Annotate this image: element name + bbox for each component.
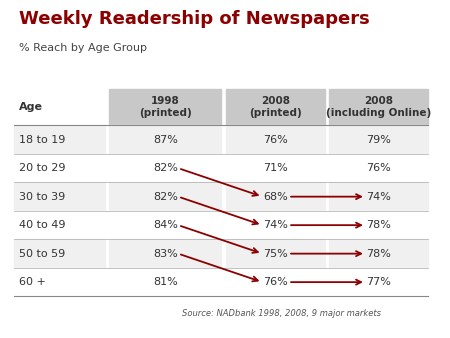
Text: 83%: 83% (153, 249, 178, 259)
Bar (329, 211, 428, 239)
Text: 40 to 49: 40 to 49 (18, 220, 65, 230)
Text: 2008
(including Online): 2008 (including Online) (326, 96, 432, 118)
Text: 76%: 76% (263, 135, 288, 145)
Text: 2008
(printed): 2008 (printed) (249, 96, 302, 118)
Text: 20 to 29: 20 to 29 (18, 163, 65, 173)
Bar (225, 89, 325, 125)
Text: 76%: 76% (263, 277, 288, 287)
Bar (14, 268, 105, 296)
Bar (225, 154, 325, 183)
Bar (14, 239, 105, 268)
Bar (225, 239, 325, 268)
Text: 77%: 77% (366, 277, 391, 287)
Bar (329, 183, 428, 211)
Text: Source: NADbank 1998, 2008, 9 major markets: Source: NADbank 1998, 2008, 9 major mark… (182, 309, 381, 318)
Bar (14, 125, 105, 154)
Bar (329, 125, 428, 154)
Text: 76%: 76% (366, 163, 391, 173)
Text: 60 +: 60 + (18, 277, 45, 287)
Bar (109, 211, 221, 239)
Bar (329, 268, 428, 296)
Bar (109, 89, 221, 125)
Bar (225, 183, 325, 211)
Bar (329, 239, 428, 268)
Bar (329, 89, 428, 125)
Text: 79%: 79% (366, 135, 391, 145)
Bar (109, 239, 221, 268)
Text: 82%: 82% (153, 163, 178, 173)
Bar (225, 268, 325, 296)
Bar (225, 125, 325, 154)
Bar (109, 183, 221, 211)
Text: 74%: 74% (263, 220, 288, 230)
Bar (14, 154, 105, 183)
Text: Weekly Readership of Newspapers: Weekly Readership of Newspapers (18, 10, 369, 28)
Bar (14, 183, 105, 211)
Text: 50 to 59: 50 to 59 (18, 249, 65, 259)
Text: % Reach by Age Group: % Reach by Age Group (18, 43, 147, 53)
Bar (329, 154, 428, 183)
Text: 1998
(printed): 1998 (printed) (139, 96, 192, 118)
Text: 30 to 39: 30 to 39 (18, 192, 65, 202)
Text: 81%: 81% (153, 277, 178, 287)
Text: 74%: 74% (366, 192, 391, 202)
Text: 75%: 75% (263, 249, 288, 259)
Text: 87%: 87% (153, 135, 178, 145)
Text: 78%: 78% (366, 220, 391, 230)
Text: Age: Age (18, 102, 43, 112)
Bar (109, 154, 221, 183)
Text: 78%: 78% (366, 249, 391, 259)
Bar (109, 268, 221, 296)
Bar (109, 125, 221, 154)
Text: 71%: 71% (263, 163, 288, 173)
Bar (14, 211, 105, 239)
Text: 68%: 68% (263, 192, 288, 202)
Text: 82%: 82% (153, 192, 178, 202)
Text: 84%: 84% (153, 220, 178, 230)
Text: 18 to 19: 18 to 19 (18, 135, 65, 145)
Bar (225, 211, 325, 239)
